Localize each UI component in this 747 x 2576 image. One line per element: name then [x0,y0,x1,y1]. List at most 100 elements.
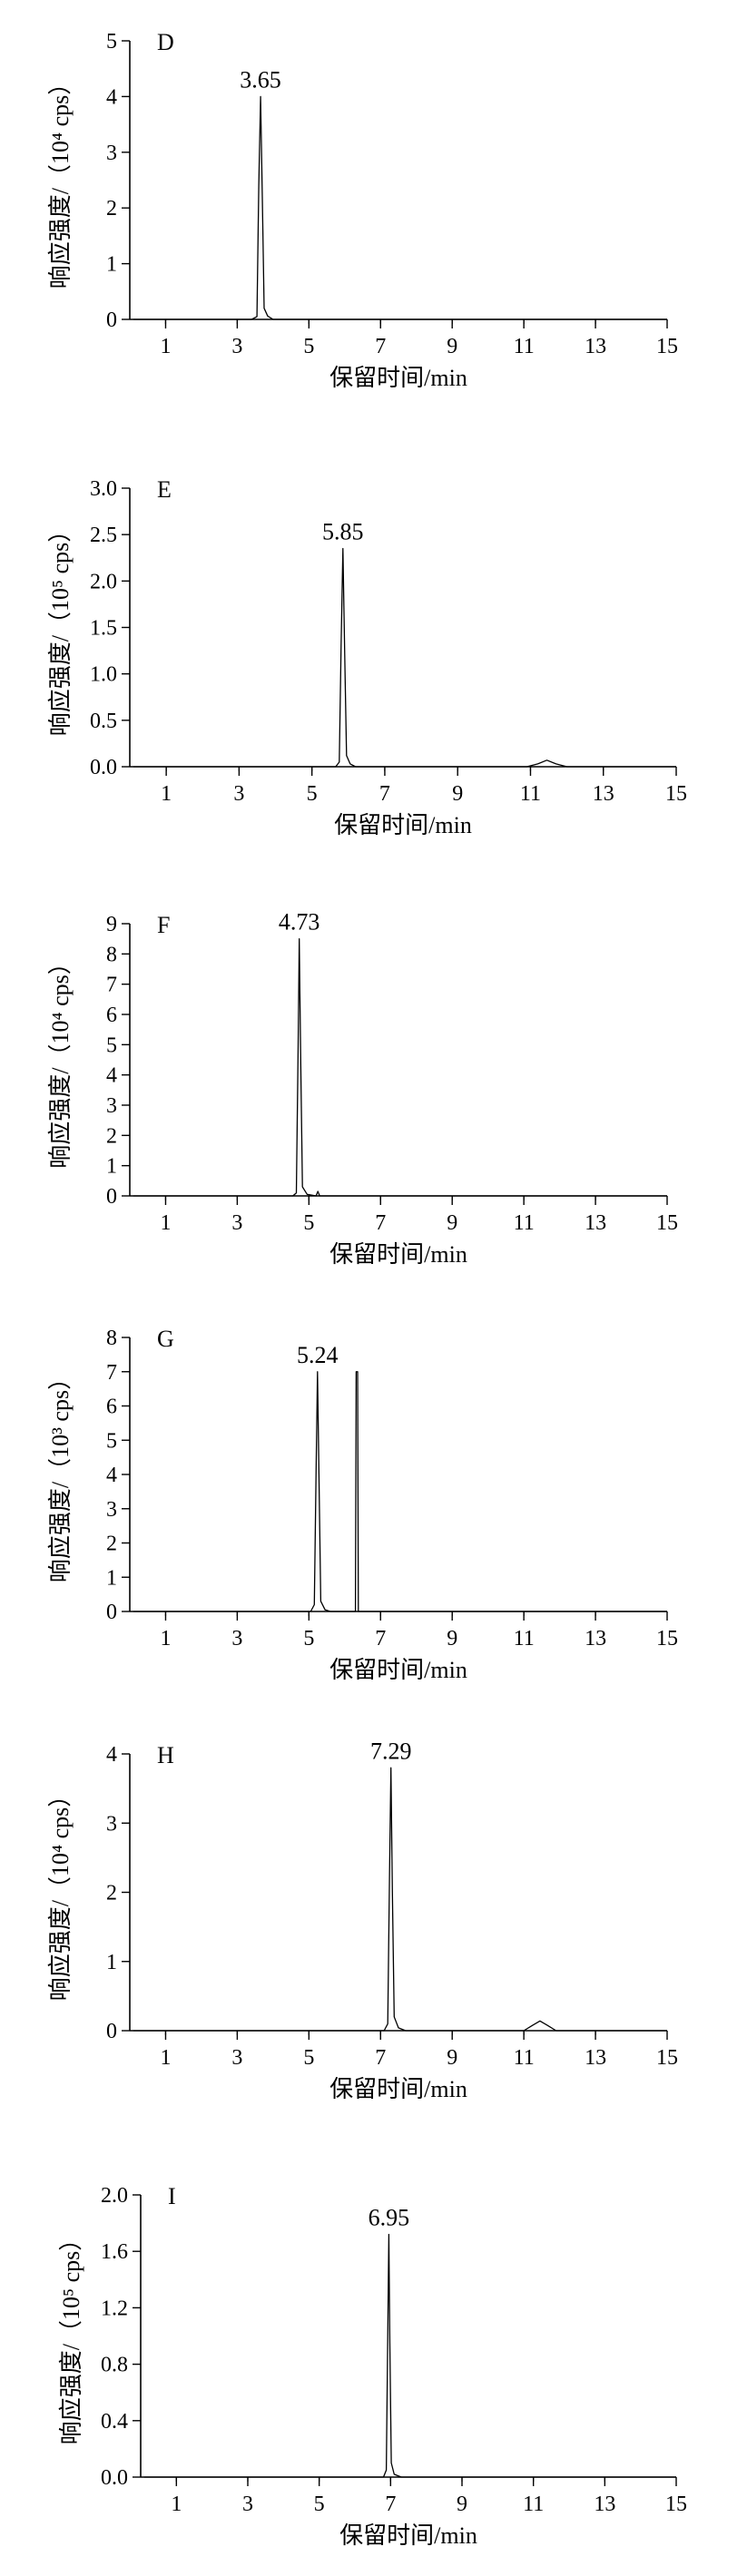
x-tick-label: 13 [585,1627,606,1650]
series-line [143,2233,676,2478]
y-tick-label: 1.0 [90,663,117,687]
y-tick-label: 3 [106,142,117,165]
x-tick-label: 3 [231,1211,242,1235]
x-tick-label: 1 [160,335,171,358]
series-line [133,1371,667,1612]
y-tick-label: 0 [106,1601,117,1624]
x-tick-label: 9 [447,1211,457,1235]
y-tick-label: 4 [106,1064,117,1088]
panel-letter: G [157,1326,174,1352]
y-tick-label: 5 [106,1429,117,1453]
x-tick-label: 3 [231,2046,242,2070]
y-axis-title: 响应强度/（10⁵ cps） [47,519,74,736]
y-tick-label: 0 [106,1185,117,1209]
x-tick-label: 11 [514,335,535,358]
x-tick-label: 1 [160,1627,171,1650]
x-tick-label: 13 [593,782,614,806]
x-tick-label: 7 [375,2046,386,2070]
y-axis-title: 响应强度/（10⁴ cps） [47,1784,74,2001]
y-tick-label: 0.5 [90,710,117,733]
peak-label: 6.95 [369,2205,410,2231]
x-tick-label: 13 [585,335,606,358]
x-tick-label: 3 [231,335,242,358]
x-tick-label: 3 [233,782,244,806]
x-tick-label: 1 [160,2046,171,2070]
x-tick-label: 7 [375,1211,386,1235]
y-tick-label: 2.0 [90,570,117,593]
y-tick-label: 1.5 [90,617,117,641]
y-axis-title: 响应强度/（10⁵ cps） [58,2228,84,2444]
x-tick-label: 7 [385,2493,396,2516]
y-tick-label: 0 [106,309,117,332]
x-tick-label: 13 [585,2046,606,2070]
x-tick-label: 5 [303,335,314,358]
series-line [133,547,676,768]
x-tick-label: 13 [585,1211,606,1235]
peak-label: 3.65 [240,66,281,93]
y-tick-label: 2.0 [101,2184,128,2208]
x-tick-label: 15 [656,2046,678,2070]
x-tick-label: 3 [231,1627,242,1650]
chart-panel-e: 0.00.51.01.52.02.53.01 3 5 7 9 11 13 15保留时间/min… [47,476,687,838]
y-tick-label: 2 [106,1533,117,1556]
y-tick-label: 1 [106,1951,117,1974]
x-tick-label: 15 [665,782,687,806]
x-tick-label: 15 [656,1211,678,1235]
x-tick-label: 11 [514,2046,535,2070]
y-tick-label: 8 [106,943,117,966]
panel-letter: E [157,476,172,503]
y-tick-label: 7 [106,974,117,997]
peak-label: 5.24 [297,1342,339,1368]
y-tick-label: 4 [106,85,117,109]
x-tick-label: 1 [161,782,172,806]
y-tick-label: 4 [106,1743,117,1767]
x-tick-label: 9 [447,335,457,358]
y-tick-label: 0.8 [101,2354,128,2377]
x-axis-title: 保留时间/min [329,2076,467,2102]
y-tick-label: 0.4 [101,2410,128,2434]
y-tick-label: 0.0 [90,756,117,779]
y-tick-label: 1 [106,1566,117,1590]
x-tick-label: 1 [160,1211,171,1235]
x-tick-label: 9 [447,1627,457,1650]
x-tick-label: 9 [452,782,463,806]
x-tick-label: 11 [514,1627,535,1650]
x-tick-label: 7 [379,782,390,806]
y-tick-label: 9 [106,913,117,936]
panel-letter: F [157,912,170,938]
x-tick-label: 15 [656,1627,678,1650]
y-tick-label: 2 [106,1124,117,1148]
y-tick-label: 8 [106,1327,117,1350]
x-axis-title: 保留时间/min [339,2522,477,2549]
y-tick-label: 3 [106,1498,117,1522]
panel-letter: D [157,29,174,55]
x-tick-label: 11 [523,2493,544,2516]
y-tick-label: 1.2 [101,2297,128,2320]
y-axis-title: 响应强度/（10³ cps） [47,1366,74,1582]
y-tick-label: 6 [106,1396,117,1419]
y-tick-label: 0 [106,2020,117,2043]
y-tick-label: 7 [106,1361,117,1385]
y-tick-label: 6 [106,1004,117,1027]
y-tick-label: 3 [106,1094,117,1118]
y-tick-label: 0.0 [101,2466,128,2490]
y-tick-label: 2 [106,197,117,220]
x-tick-label: 3 [242,2493,253,2516]
panel-letter: I [168,2183,176,2209]
x-tick-label: 15 [665,2493,687,2516]
x-tick-label: 11 [520,782,541,806]
y-tick-label: 2.5 [90,524,117,547]
series-line [133,1767,667,2032]
y-tick-label: 4 [106,1464,117,1487]
x-axis-title: 保留时间/min [329,1657,467,1683]
x-tick-label: 5 [314,2493,325,2516]
y-tick-label: 1.6 [101,2240,128,2264]
peak-label: 7.29 [370,1738,412,1764]
x-axis-title: 保留时间/min [329,365,467,391]
chart-panel-i: 0.00.40.81.21.62.01 3 5 7 9 11 13 15保留时间/min响应强… [58,2183,687,2549]
